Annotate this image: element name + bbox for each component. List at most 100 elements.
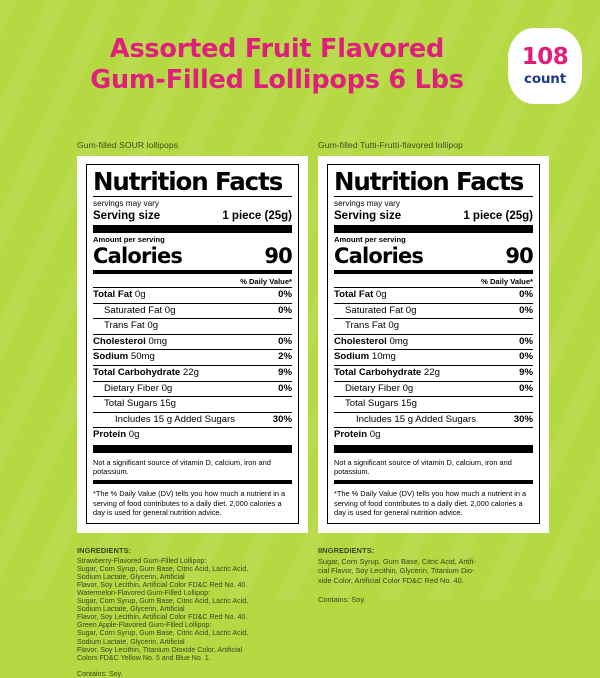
nutrient-name: Total Fat 0g [334, 289, 387, 301]
panel-sour: Gum-filled SOUR lollipops Nutrition Fact… [77, 140, 315, 678]
count-badge-number: 108 [521, 43, 569, 70]
serving-size-row: Serving size 1 piece (25g) [93, 209, 292, 223]
divider [93, 318, 292, 320]
nutrient-name: Total Sugars 15g [345, 398, 417, 410]
divider [93, 349, 292, 351]
divider [334, 270, 533, 274]
nutrient-rows: Total Fat 0g 0% Saturated Fat 0g 0% Trans Fa… [93, 288, 292, 443]
nutrient-daily-value: 0% [519, 335, 533, 347]
nutrient-row: Trans Fat 0g [334, 319, 533, 334]
ingredients-line: Flavor, Soy Lecithin, Artificial Color F… [77, 613, 248, 622]
nutrient-row: Cholesterol 0mg 0% [93, 335, 292, 350]
nutrient-name: Dietary Fiber 0g [104, 382, 173, 394]
nutrient-daily-value: 0% [519, 351, 533, 363]
ingredients-line: Flavor, Soy Lecithin, Titanium Dioxide C… [77, 645, 243, 654]
nutrient-row: Includes 15 g Added Sugars 30% [334, 413, 533, 428]
contains-statement: Contains: Soy. [318, 595, 366, 605]
page-title-line1: Assorted Fruit Flavored [109, 34, 445, 64]
count-badge: 108 count [508, 28, 582, 104]
daily-value-header: % Daily Value* [481, 277, 533, 286]
servings-note: servings may vary [93, 199, 159, 208]
panel-caption-tutti-frutti: Gum-filled Tutti-Frutti-flavored lollipo… [318, 140, 463, 150]
nutrient-daily-value: 0% [519, 304, 533, 316]
divider [93, 380, 292, 382]
divider [334, 444, 533, 453]
divider [93, 287, 292, 288]
nutrient-row: Sodium 10mg 0% [334, 350, 533, 365]
daily-value-footnote: *The % Daily Value (DV) tells you how mu… [93, 489, 286, 518]
nutrient-row: Total Sugars 15g [93, 397, 292, 412]
nutrient-daily-value: 0% [278, 335, 292, 347]
divider [334, 349, 533, 351]
nutrient-name: Saturated Fat 0g [345, 304, 417, 316]
amount-per-serving-label: Amount per serving [93, 235, 165, 244]
page-title-line2: Gum-Filled Lollipops 6 Lbs [90, 65, 464, 95]
nutrient-row: Dietary Fiber 0g 0% [334, 382, 533, 397]
calories-value: 90 [505, 244, 533, 268]
nutrition-card-tutti-frutti: Nutrition Facts servings may vary Servin… [318, 156, 549, 533]
divider [93, 225, 292, 233]
divider [93, 333, 292, 335]
divider [93, 444, 292, 453]
nutrient-row: Sodium 50mg 2% [93, 350, 292, 365]
nutrient-row: Total Carbohydrate 22g 9% [93, 366, 292, 381]
nutrient-name: Protein 0g [334, 429, 381, 441]
calories-row: Calories 90 [93, 245, 293, 268]
divider [93, 196, 292, 197]
nutrient-name: Cholesterol 0mg [334, 335, 409, 347]
calories-row: Calories 90 [334, 244, 534, 268]
nutrient-daily-value: 2% [278, 351, 292, 363]
nutrient-row: Total Sugars 15g [334, 397, 533, 412]
nutrient-rows: Total Fat 0g 0% Saturated Fat 0g 0% Trans Fa… [334, 288, 533, 443]
not-significant-note: Not a significant source of vitamin D, c… [93, 457, 271, 477]
divider [93, 427, 292, 429]
daily-value-footnote: *The % Daily Value (DV) tells you how mu… [334, 489, 527, 518]
nutrient-row: Dietary Fiber 0g 0% [93, 382, 292, 397]
ingredients-line: Colors FD&C Yellow No. 5 and Blue No. 1. [77, 653, 211, 662]
page-header: Assorted Fruit Flavored Gum-Filled Lolli… [0, 0, 600, 128]
nutrient-daily-value: 0% [519, 289, 533, 301]
divider [334, 333, 533, 335]
ingredients-line: Watermelon-Flavored Gum-Filled Lollipop: [77, 588, 210, 597]
divider [334, 380, 533, 382]
nutrition-facts-title: Nutrition Facts [334, 167, 524, 196]
ingredients-line: cial Flavor, Soy Lecithin, Glycerin, Tit… [318, 566, 475, 576]
page-title: Assorted Fruit Flavored Gum-Filled Lolli… [52, 34, 502, 96]
serving-size-value: 1 piece (25g) [222, 210, 292, 222]
ingredients-lines: Sugar, Corn Syrup, Gum Base, Citric Acid… [318, 557, 556, 586]
nutrient-name: Dietary Fiber 0g [345, 382, 414, 394]
nutrient-row: Protein 0g [93, 428, 292, 443]
ingredients-heading: IINGREDIENTS: [318, 545, 375, 555]
nutrient-name: Cholesterol 0mg [93, 335, 168, 347]
nutrient-daily-value: 9% [278, 367, 292, 379]
nutrient-daily-value: 0% [278, 382, 292, 394]
nutrient-row: Trans Fat 0g [93, 319, 292, 334]
serving-size-value: 1 piece (25g) [463, 210, 533, 222]
divider [334, 427, 533, 429]
nutrient-row: Saturated Fat 0g 0% [93, 304, 292, 319]
nutrient-name: Sodium 10mg [334, 351, 396, 363]
nutrient-name: Saturated Fat 0g [104, 304, 176, 316]
nutrient-row: Saturated Fat 0g 0% [334, 304, 533, 319]
nutrient-row: Protein 0g [334, 428, 533, 443]
divider [93, 270, 292, 274]
ingredients-line: xide Color, Artificial Color FD&C Red No… [318, 575, 464, 585]
nutrient-row: Total Fat 0g 0% [93, 288, 292, 303]
divider [334, 480, 533, 485]
nutrient-name: Total Sugars 15g [104, 398, 176, 410]
divider [93, 364, 292, 366]
nutrient-name: Protein 0g [93, 429, 140, 441]
spacer [318, 585, 556, 595]
divider [93, 480, 292, 485]
count-badge-label: count [524, 70, 566, 87]
nutrient-daily-value: 30% [272, 413, 292, 425]
ingredients-line: Flavor, Soy Lecithin, Artificial Color F… [77, 580, 248, 589]
nutrient-daily-value: 30% [513, 413, 533, 425]
nutrient-daily-value: 0% [519, 382, 533, 394]
nutrient-name: Total Fat 0g [93, 289, 146, 301]
nutrient-name: Sodium 50mg [93, 351, 155, 363]
daily-value-header: % Daily Value* [240, 277, 292, 286]
ingredients-line: Green Apple-Flavored Gum-Filled Lollipop… [77, 621, 212, 630]
serving-size-label: Serving size [93, 210, 161, 222]
nutrient-daily-value: 0% [278, 289, 292, 301]
